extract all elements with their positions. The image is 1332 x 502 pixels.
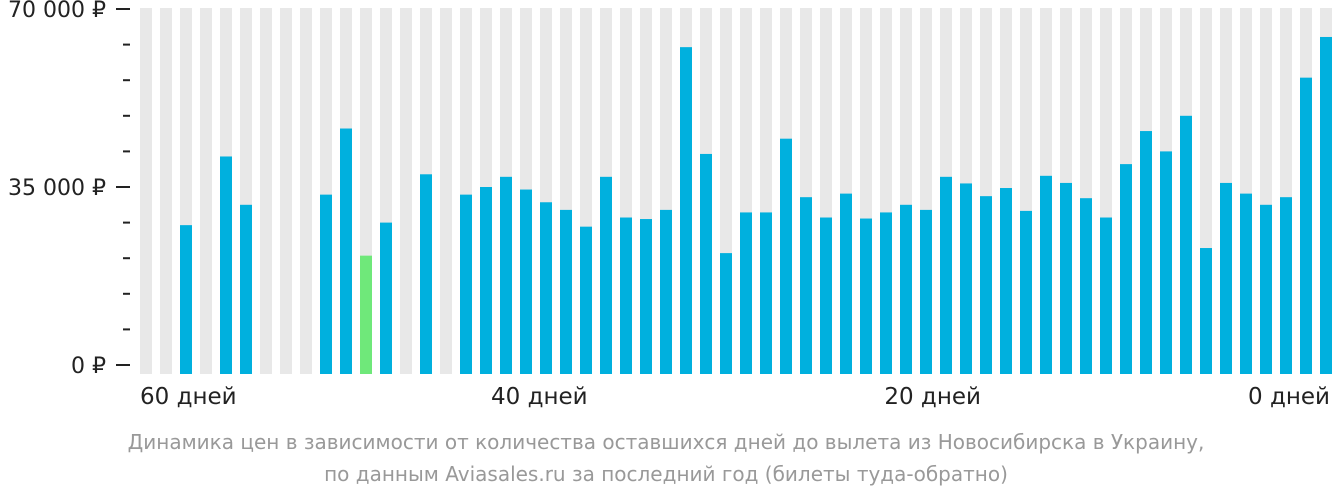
bar <box>180 225 192 374</box>
bar <box>1160 151 1172 374</box>
bar <box>520 189 532 374</box>
bar <box>800 197 812 374</box>
bar <box>1040 175 1052 374</box>
bar <box>420 174 432 374</box>
bar <box>960 183 972 374</box>
bar <box>220 156 232 374</box>
bar <box>940 176 952 374</box>
bar <box>580 226 592 374</box>
background-column <box>440 8 452 374</box>
bar <box>900 204 912 374</box>
bar <box>540 202 552 374</box>
bar <box>1180 115 1192 375</box>
y-tick-label: 35 000 ₽ <box>8 176 106 201</box>
bar <box>460 194 472 374</box>
bar <box>860 218 872 374</box>
bars <box>180 36 1332 375</box>
bar <box>340 128 352 374</box>
x-tick-label: 40 дней <box>491 384 588 410</box>
bar <box>1080 198 1092 374</box>
background-columns <box>140 8 1332 374</box>
bar <box>1300 77 1312 375</box>
bar <box>1280 197 1292 374</box>
bar <box>1000 188 1012 374</box>
background-column <box>400 8 412 374</box>
bar-highlighted <box>360 255 372 374</box>
x-tick-label: 60 дней <box>140 384 237 410</box>
background-column <box>280 8 292 374</box>
bar <box>1020 210 1032 374</box>
price-dynamics-chart: 70 000 ₽ 35 000 ₽ 0 ₽ 60 дней 40 дней 20 дне… <box>8 0 1332 410</box>
bar <box>1100 217 1112 374</box>
bar <box>680 47 692 375</box>
chart-caption-line-2: по данным Aviasales.ru за последний год … <box>324 462 1008 486</box>
y-tick-label: 0 ₽ <box>71 354 106 379</box>
bar <box>640 219 652 374</box>
bar <box>1120 164 1132 374</box>
x-axis: 60 дней 40 дней 20 дней 0 дней <box>140 384 1330 410</box>
bar <box>500 176 512 374</box>
bar <box>620 217 632 374</box>
bar <box>1320 36 1332 374</box>
bar <box>840 193 852 374</box>
bar <box>1200 248 1212 374</box>
bar <box>720 253 732 374</box>
background-column <box>260 8 272 374</box>
bar <box>600 176 612 374</box>
bar <box>880 212 892 374</box>
bar <box>1260 204 1272 374</box>
bar <box>1140 131 1152 374</box>
bar <box>560 209 572 374</box>
bar <box>240 204 252 374</box>
bar <box>380 222 392 374</box>
bar <box>1060 182 1072 374</box>
bar <box>700 153 712 374</box>
bar <box>1240 193 1252 374</box>
x-tick-label: 0 дней <box>1248 384 1330 410</box>
y-axis: 70 000 ₽ 35 000 ₽ 0 ₽ <box>8 0 130 379</box>
bar <box>980 196 992 374</box>
bar <box>820 217 832 374</box>
bar <box>320 194 332 374</box>
bar <box>740 212 752 374</box>
y-tick-label: 70 000 ₽ <box>8 0 106 23</box>
background-column <box>140 8 152 374</box>
background-column <box>160 8 172 374</box>
bar <box>660 209 672 374</box>
bar <box>920 209 932 374</box>
bar <box>780 138 792 374</box>
x-tick-label: 20 дней <box>884 384 981 410</box>
background-column <box>300 8 312 374</box>
background-column <box>200 8 212 374</box>
chart-caption-line-1: Динамика цен в зависимости от количества… <box>127 430 1205 454</box>
bar <box>1220 182 1232 374</box>
bar <box>480 187 492 374</box>
bar <box>760 212 772 374</box>
